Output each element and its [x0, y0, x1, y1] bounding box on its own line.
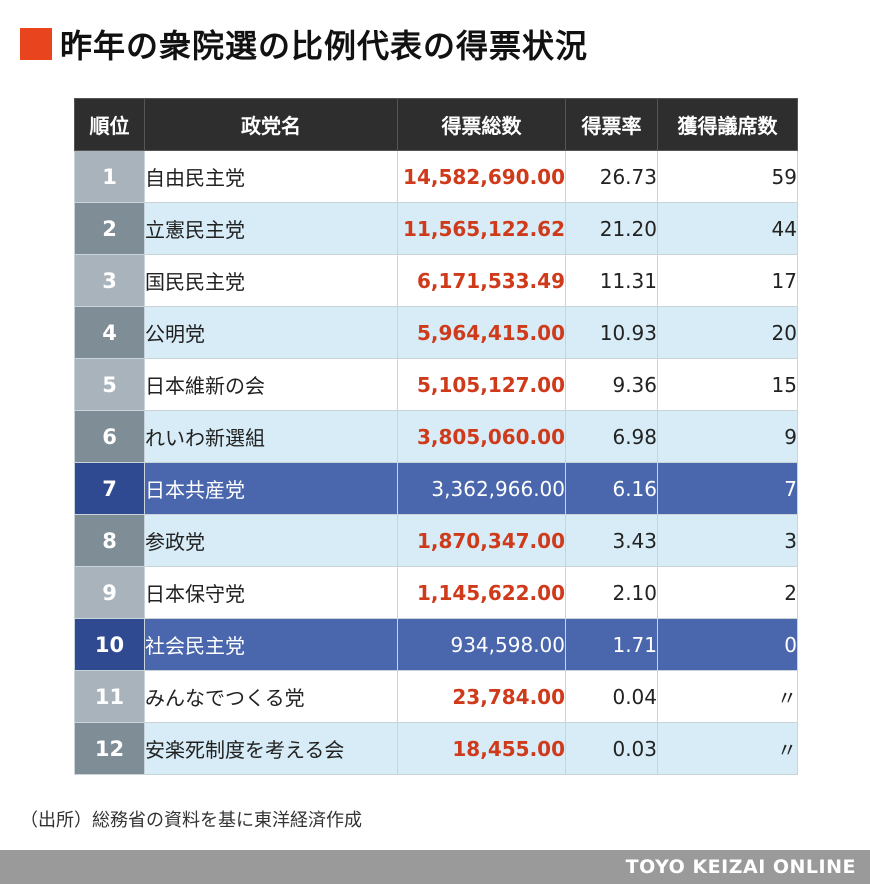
- table-row: 1 自由民主党 14,582,690.00 26.73 59: [74, 150, 798, 203]
- rank-cell: 2: [74, 202, 145, 255]
- rate-cell: 1.71: [565, 618, 658, 671]
- table-row: 3 国民民主党 6,171,533.49 11.31 17: [74, 254, 798, 307]
- rate-cell: 26.73: [565, 150, 658, 203]
- party-cell: 国民民主党: [144, 254, 398, 307]
- rate-cell: 21.20: [565, 202, 658, 255]
- rank-cell: 7: [74, 462, 145, 515]
- seats-cell: 〃: [657, 722, 798, 775]
- rank-cell: 11: [74, 670, 145, 723]
- table-row: 4 公明党 5,964,415.00 10.93 20: [74, 306, 798, 359]
- seats-cell: 20: [657, 306, 798, 359]
- table-row: 5 日本維新の会 5,105,127.00 9.36 15: [74, 358, 798, 411]
- rate-cell: 0.03: [565, 722, 658, 775]
- votes-cell: 5,105,127.00: [397, 358, 566, 411]
- votes-cell: 23,784.00: [397, 670, 566, 723]
- votes-cell: 5,964,415.00: [397, 306, 566, 359]
- table-row: 11 みんなでつくる党 23,784.00 0.04 〃: [74, 670, 798, 723]
- rate-cell: 2.10: [565, 566, 658, 619]
- table-row: 8 参政党 1,870,347.00 3.43 3: [74, 514, 798, 567]
- rank-cell: 12: [74, 722, 145, 775]
- party-cell: 日本保守党: [144, 566, 398, 619]
- title-block: 昨年の衆院選の比例代表の得票状況: [20, 22, 588, 66]
- rate-cell: 9.36: [565, 358, 658, 411]
- rate-cell: 10.93: [565, 306, 658, 359]
- votes-cell: 1,870,347.00: [397, 514, 566, 567]
- rate-cell: 6.16: [565, 462, 658, 515]
- votes-cell: 934,598.00: [397, 618, 566, 671]
- votes-cell: 18,455.00: [397, 722, 566, 775]
- party-cell: 公明党: [144, 306, 398, 359]
- party-cell: みんなでつくる党: [144, 670, 398, 723]
- seats-cell: 59: [657, 150, 798, 203]
- party-cell: 安楽死制度を考える会: [144, 722, 398, 775]
- party-cell: 日本維新の会: [144, 358, 398, 411]
- seats-cell: 0: [657, 618, 798, 671]
- seats-cell: 〃: [657, 670, 798, 723]
- rank-cell: 4: [74, 306, 145, 359]
- table-row-highlighted: 7 日本共産党 3,362,966.00 6.16 7: [74, 462, 798, 515]
- footer-bar: TOYO KEIZAI ONLINE: [0, 850, 870, 884]
- table-row: 6 れいわ新選組 3,805,060.00 6.98 9: [74, 410, 798, 463]
- rank-cell: 10: [74, 618, 145, 671]
- table-row: 2 立憲民主党 11,565,122.62 21.20 44: [74, 202, 798, 255]
- rate-cell: 0.04: [565, 670, 658, 723]
- rank-cell: 5: [74, 358, 145, 411]
- rank-cell: 1: [74, 150, 145, 203]
- table-header-row: 順位 政党名 得票総数 得票率 獲得議席数: [74, 98, 798, 151]
- votes-cell: 14,582,690.00: [397, 150, 566, 203]
- results-table: 順位 政党名 得票総数 得票率 獲得議席数 1 自由民主党 14,582,690…: [74, 98, 798, 775]
- seats-cell: 9: [657, 410, 798, 463]
- title-square-icon: [20, 28, 52, 60]
- seats-cell: 3: [657, 514, 798, 567]
- table-row-highlighted: 10 社会民主党 934,598.00 1.71 0: [74, 618, 798, 671]
- votes-cell: 11,565,122.62: [397, 202, 566, 255]
- rate-cell: 6.98: [565, 410, 658, 463]
- votes-cell: 1,145,622.00: [397, 566, 566, 619]
- brand-logo-text: TOYO KEIZAI ONLINE: [625, 856, 856, 878]
- rate-cell: 11.31: [565, 254, 658, 307]
- table-row: 12 安楽死制度を考える会 18,455.00 0.03 〃: [74, 722, 798, 775]
- votes-cell: 6,171,533.49: [397, 254, 566, 307]
- header-rate: 得票率: [565, 98, 658, 151]
- header-votes: 得票総数: [397, 98, 566, 151]
- rank-cell: 8: [74, 514, 145, 567]
- page-title: 昨年の衆院選の比例代表の得票状況: [60, 27, 589, 65]
- party-cell: 立憲民主党: [144, 202, 398, 255]
- party-cell: 自由民主党: [144, 150, 398, 203]
- seats-cell: 15: [657, 358, 798, 411]
- party-cell: 社会民主党: [144, 618, 398, 671]
- table-row: 9 日本保守党 1,145,622.00 2.10 2: [74, 566, 798, 619]
- party-cell: 参政党: [144, 514, 398, 567]
- header-rank: 順位: [74, 98, 145, 151]
- rank-cell: 6: [74, 410, 145, 463]
- rate-cell: 3.43: [565, 514, 658, 567]
- header-party: 政党名: [144, 98, 398, 151]
- seats-cell: 2: [657, 566, 798, 619]
- source-note: （出所）総務省の資料を基に東洋経済作成: [20, 810, 362, 831]
- seats-cell: 7: [657, 462, 798, 515]
- votes-cell: 3,805,060.00: [397, 410, 566, 463]
- rank-cell: 3: [74, 254, 145, 307]
- votes-cell: 3,362,966.00: [397, 462, 566, 515]
- party-cell: れいわ新選組: [144, 410, 398, 463]
- header-seats: 獲得議席数: [657, 98, 798, 151]
- party-cell: 日本共産党: [144, 462, 398, 515]
- seats-cell: 44: [657, 202, 798, 255]
- rank-cell: 9: [74, 566, 145, 619]
- seats-cell: 17: [657, 254, 798, 307]
